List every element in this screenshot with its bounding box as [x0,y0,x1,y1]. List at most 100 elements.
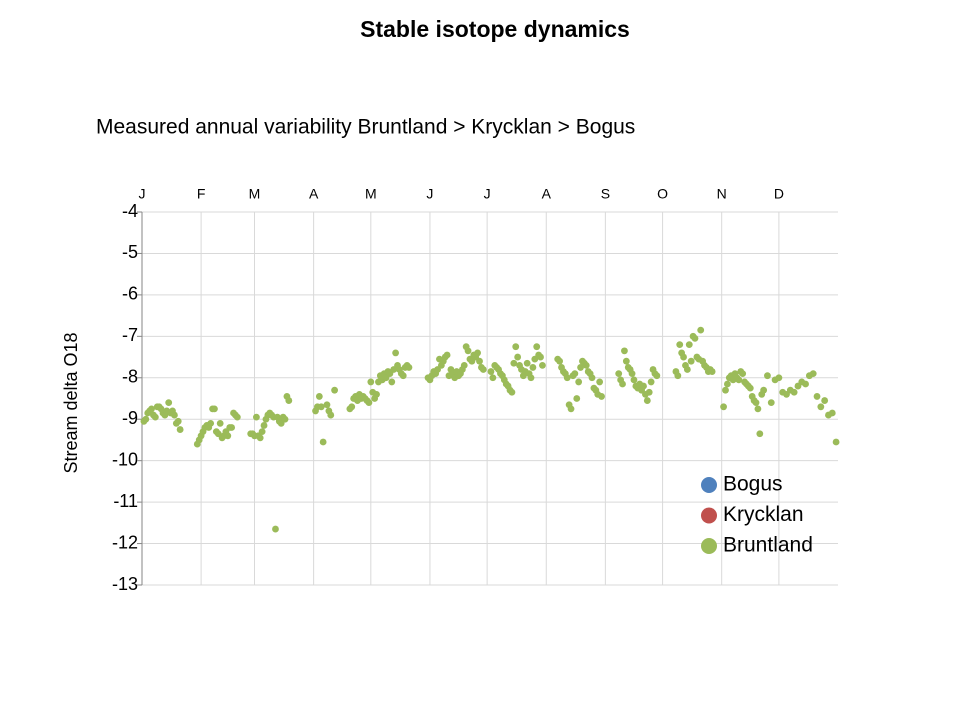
point [691,335,699,342]
point [764,372,771,380]
point [775,374,783,382]
point [687,357,695,365]
point [176,426,184,433]
point [253,413,260,421]
x-tick-label: M [249,186,261,202]
point [508,388,516,396]
point [645,388,653,396]
y-tick-label: -7 [122,325,138,345]
y-tick-label: -12 [112,532,138,552]
point [563,374,571,382]
point [260,422,268,429]
y-tick-label: -9 [122,408,138,428]
legend-label: Krycklan [723,503,804,526]
point [174,417,182,425]
point [228,424,236,431]
point [331,386,338,394]
point [348,403,356,411]
point [224,432,232,440]
x-tick-label: F [197,186,206,202]
point [622,357,630,365]
legend-marker [701,538,717,554]
x-tick-label: A [309,186,319,202]
point [281,415,289,423]
x-tick-label: M [365,186,377,202]
point [319,438,327,446]
point [828,409,836,417]
point [724,380,731,388]
point [708,368,716,375]
point [643,397,651,404]
point [756,430,764,438]
point [680,353,687,361]
point [489,374,497,382]
point [588,374,596,382]
y-tick-label: -8 [122,367,138,387]
point [735,376,743,384]
point [754,405,762,413]
point [809,370,817,378]
point [674,372,682,380]
point [464,347,472,355]
point [142,415,150,423]
point [539,361,546,369]
point [479,366,487,373]
point [628,370,636,378]
point [567,405,575,413]
point [211,405,218,413]
point [575,378,583,386]
point [760,386,768,394]
y-tick-label: -13 [112,574,138,594]
y-tick-label: -4 [122,201,138,221]
point [327,411,335,419]
point [685,341,693,349]
point [739,370,747,378]
point [621,347,628,355]
y-tick-label: -6 [122,284,138,304]
point [399,372,407,380]
point [598,393,605,400]
point [392,349,400,357]
point [752,399,760,407]
x-tick-label: D [774,186,784,202]
legend-label: Bogus [723,473,783,496]
point [722,386,729,394]
point [233,413,241,421]
point [813,393,821,400]
point [317,403,325,411]
chart-title: Stable isotope dynamics [360,16,630,42]
point [615,370,623,378]
point [315,393,323,400]
point [285,397,293,404]
point [405,364,413,371]
point [802,380,809,388]
point [676,341,684,349]
point [207,419,215,427]
point [790,388,798,396]
point [573,395,581,402]
point [373,390,380,398]
point [165,399,173,407]
point [720,403,727,411]
chart-subtitle: Measured annual variability Bruntland > … [96,116,635,139]
point [582,361,590,369]
point [537,353,544,361]
point [529,364,537,371]
x-tick-label: J [484,186,491,202]
point [487,368,495,375]
point [474,349,482,357]
point [258,428,266,436]
point [523,359,531,367]
x-tick-label: A [542,186,552,202]
point [148,405,155,413]
point [514,353,522,361]
point [746,384,754,392]
point [216,419,224,427]
point [556,357,563,365]
point [821,397,829,404]
y-axis-label: Stream delta O18 [61,332,81,473]
y-tick-label: -10 [112,449,138,469]
point [272,525,279,533]
legend-marker [701,507,717,524]
